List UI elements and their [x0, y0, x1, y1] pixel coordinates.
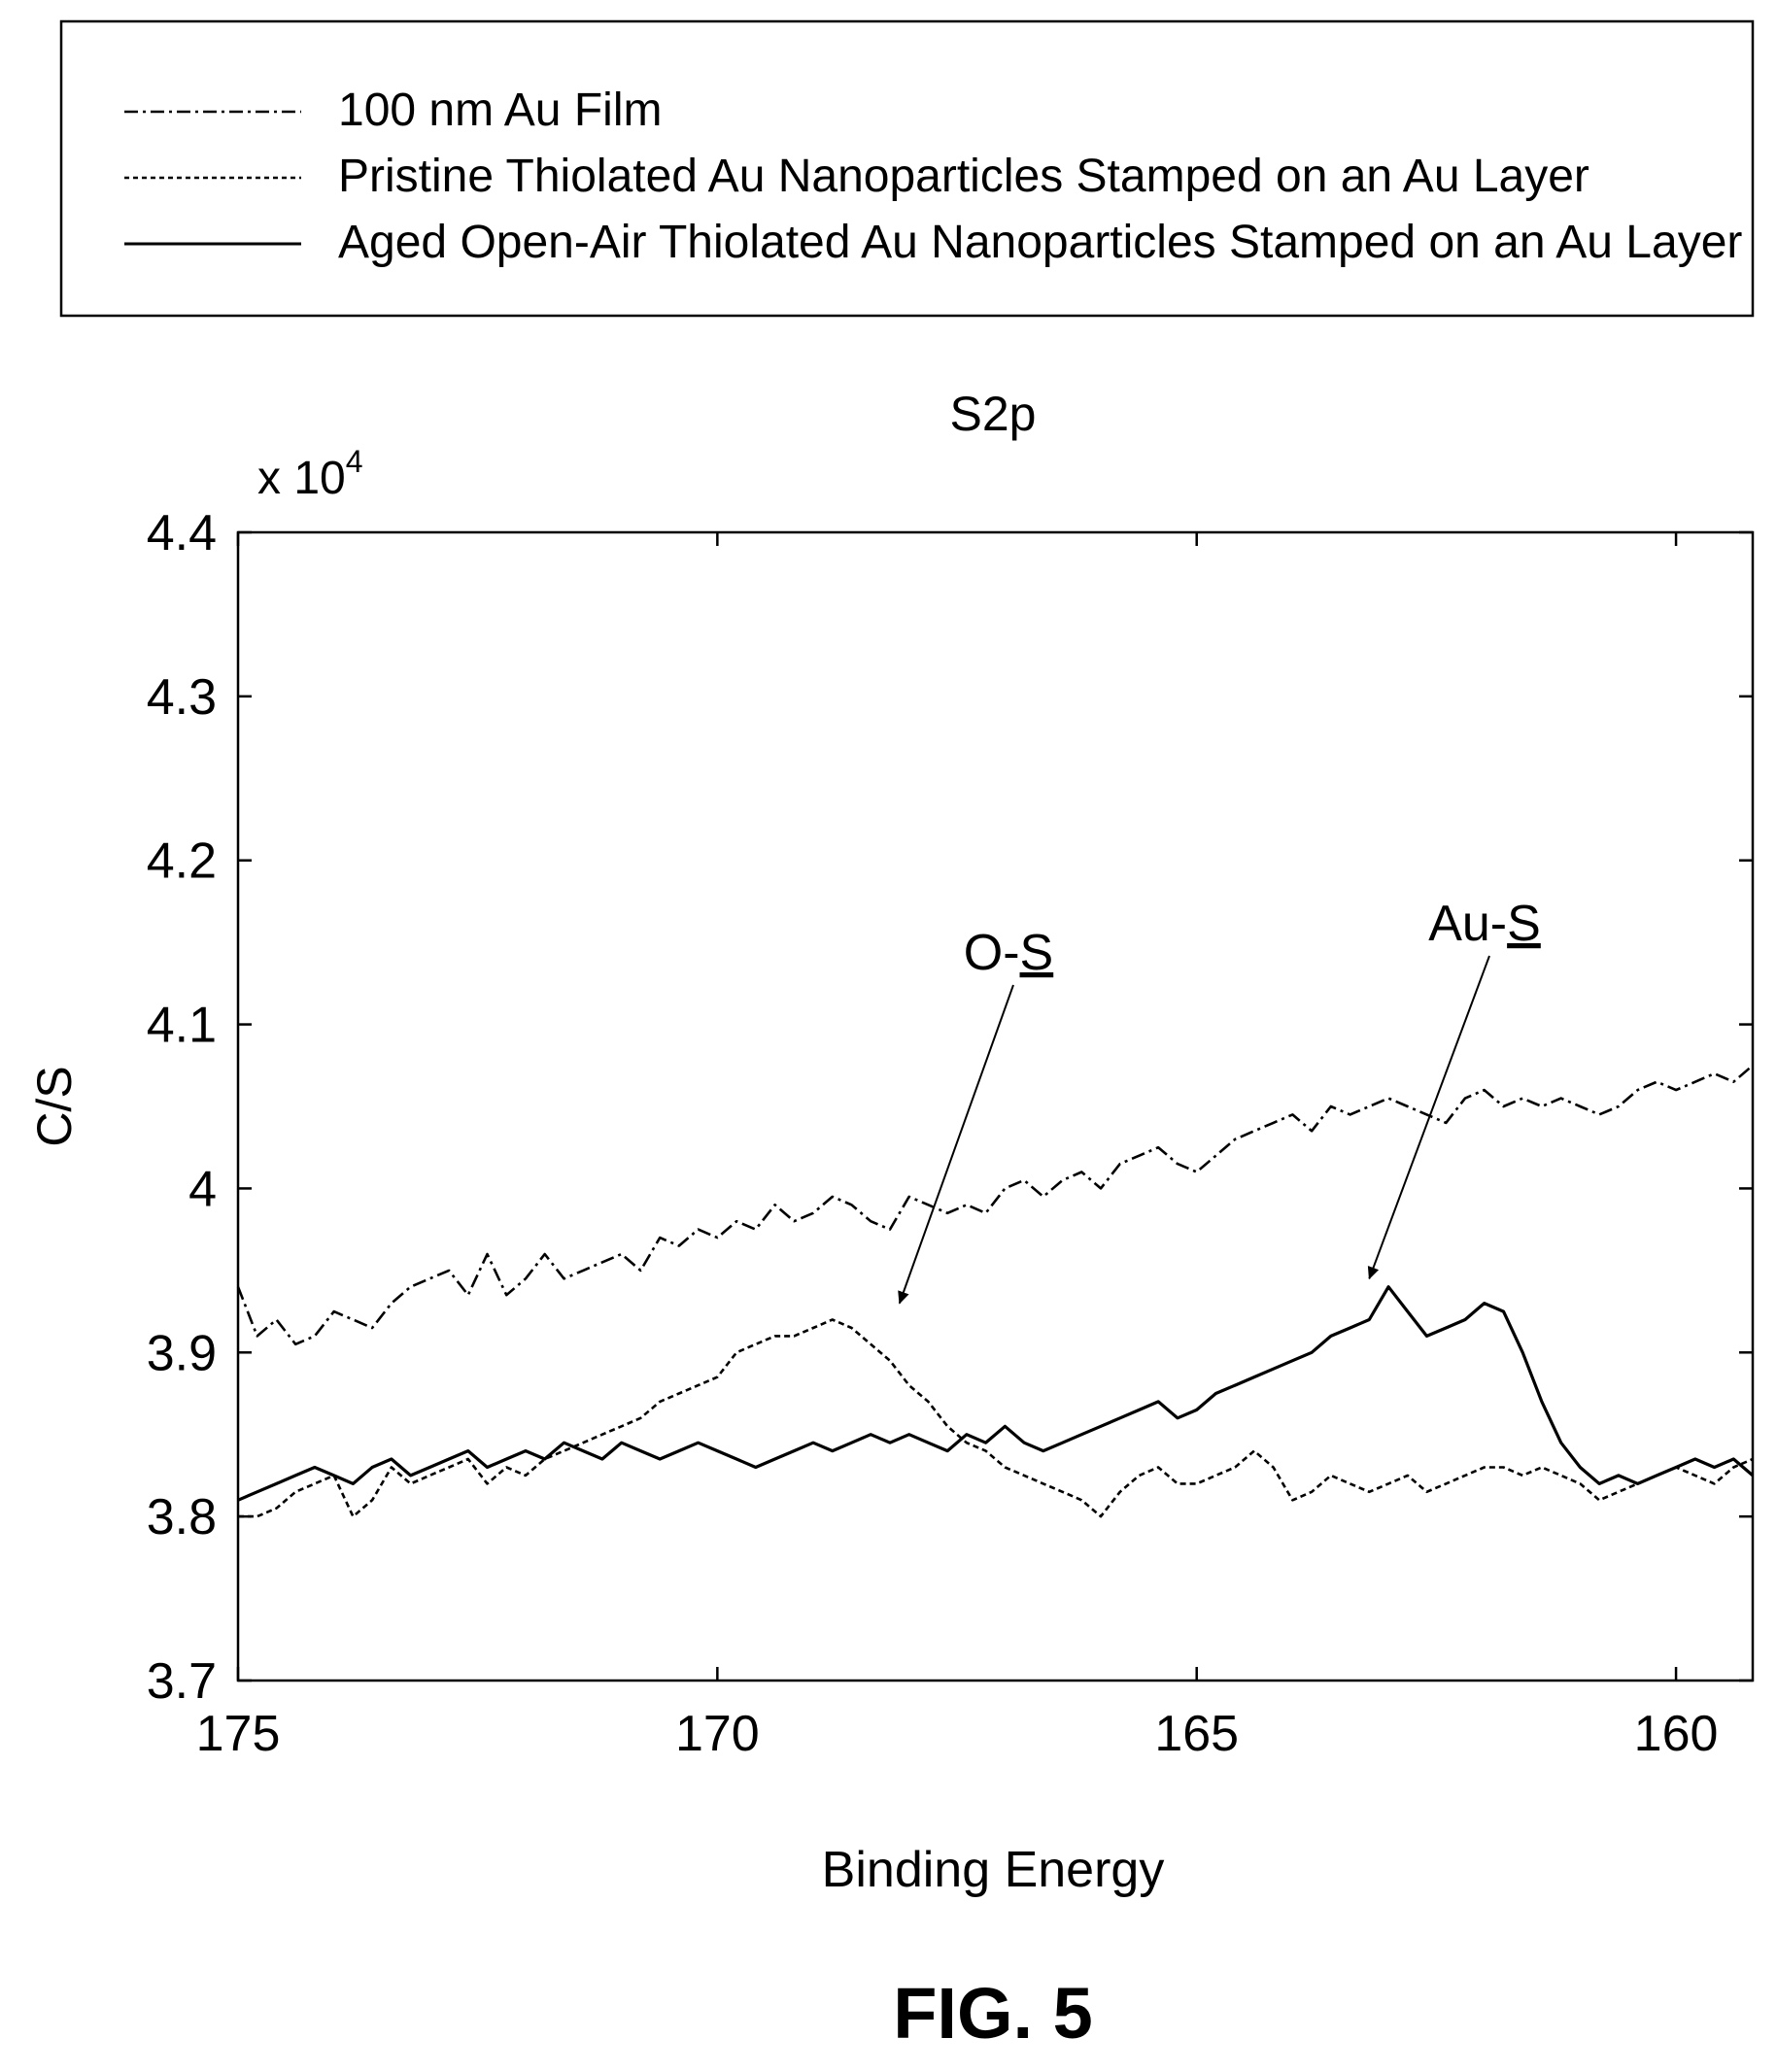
x-tick-label: 160 [1634, 1706, 1719, 1762]
annotation-o-s-arrow [898, 984, 1014, 1305]
legend-frame [59, 19, 1755, 318]
legend: 100 nm Au Film Pristine Thiolated Au Nan… [59, 19, 1755, 318]
x-tick-label: 165 [1154, 1706, 1239, 1762]
y-tick-label: 3.7 [147, 1653, 217, 1710]
series-layer [236, 1064, 1755, 1518]
y-tick-label: 4.2 [147, 833, 217, 890]
x-tick-label: 170 [675, 1706, 760, 1762]
y-tick-label: 4 [188, 1161, 217, 1217]
annotation-o-s-label: O-S [964, 925, 1053, 981]
y-tick-label: 3.8 [147, 1489, 217, 1546]
y-tick-label: 4.4 [147, 505, 217, 561]
x-axis: 175 170 165 160 [196, 532, 1719, 1762]
series-pristine-line [238, 1318, 1754, 1518]
y-multiplier: x 104 [257, 444, 363, 504]
chart-title: S2p [950, 387, 1037, 441]
y-tick-label: 3.9 [147, 1325, 217, 1381]
annotation-au-s-arrow [1367, 955, 1490, 1280]
legend-label-pristine: Pristine Thiolated Au Nanoparticles Stam… [338, 151, 1589, 202]
series-au-film-line [236, 1064, 1754, 1346]
legend-label-au-film: 100 nm Au Film [338, 85, 662, 136]
x-axis-label: Binding Energy [822, 1842, 1165, 1898]
figure-label: FIG. 5 [893, 1973, 1093, 2054]
x-tick-label: 175 [196, 1706, 281, 1762]
legend-label-aged: Aged Open-Air Thiolated Au Nanoparticles… [338, 217, 1742, 268]
y-multiplier-base: x 10 [257, 453, 346, 504]
y-tick-label: 4.3 [147, 669, 217, 726]
y-tick-label: 4.1 [147, 998, 217, 1054]
plot-frame [236, 530, 1755, 1682]
y-multiplier-exponent: 4 [346, 444, 363, 479]
y-axis: 3.7 3.8 3.9 4 4.1 4.2 4.3 4.4 [147, 505, 1753, 1710]
annotation-layer: O-S Au-S [898, 896, 1541, 1305]
y-axis-label: C/S [27, 1066, 82, 1146]
annotation-au-s-label: Au-S [1428, 896, 1541, 952]
series-aged-line [237, 1285, 1755, 1502]
